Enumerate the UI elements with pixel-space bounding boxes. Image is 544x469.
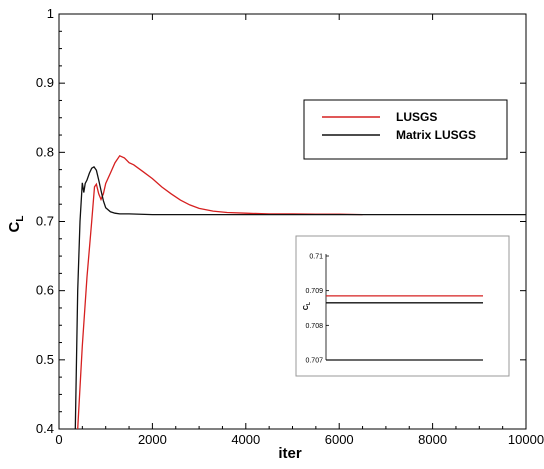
x-tick-label: 4000 — [231, 432, 260, 447]
y-tick-label: 0.4 — [36, 421, 54, 436]
inset-y-axis-label-subscript: L — [306, 302, 312, 305]
x-tick-label: 6000 — [325, 432, 354, 447]
legend-label-lusgs: LUSGS — [396, 110, 437, 124]
inset-y-tick-label: 0.709 — [305, 288, 323, 295]
inset-y-tick-label: 0.71 — [309, 254, 323, 261]
legend-label-matrix-lusgs: Matrix LUSGS — [396, 128, 476, 142]
inset-y-axis-label: CL — [303, 302, 312, 310]
x-tick-label: 0 — [55, 432, 62, 447]
series-group — [74, 154, 526, 430]
inset-y-tick-label: 0.708 — [305, 323, 323, 330]
y-axis-label-main: C — [6, 221, 23, 232]
series-line-lusgs — [77, 154, 363, 430]
y-axis-label-subscript: L — [15, 216, 26, 222]
inset-y-ticks: 0.707 0.708 0.709 0.71 — [305, 254, 329, 365]
legend: LUSGS Matrix LUSGS — [303, 99, 508, 160]
x-tick-label: 2000 — [138, 432, 167, 447]
y-tick-label: 1 — [47, 6, 54, 21]
y-axis-label: CL — [6, 216, 26, 233]
y-tick-label: 0.7 — [36, 214, 54, 229]
inset-y-tick-label: 0.707 — [305, 358, 323, 365]
series-line-matrix-lusgs — [74, 166, 526, 430]
x-axis: 0 2000 4000 6000 8000 10000 — [55, 14, 544, 447]
y-tick-label: 0.8 — [36, 144, 54, 159]
inset-zoom: 0.707 0.708 0.709 0.71 CL — [295, 235, 510, 377]
y-tick-label: 0.6 — [36, 283, 54, 298]
legend-box — [303, 99, 508, 160]
y-axis: 0.4 0.5 0.6 0.7 0.8 0.9 1 — [36, 6, 526, 436]
x-tick-label: 8000 — [418, 432, 447, 447]
inset-y-axis-label-main: C — [303, 305, 310, 310]
x-tick-label: 10000 — [508, 432, 544, 447]
y-tick-label: 0.9 — [36, 75, 54, 90]
inset-frame — [295, 235, 510, 377]
x-axis-label: iter — [278, 445, 302, 462]
y-tick-label: 0.5 — [36, 352, 54, 367]
